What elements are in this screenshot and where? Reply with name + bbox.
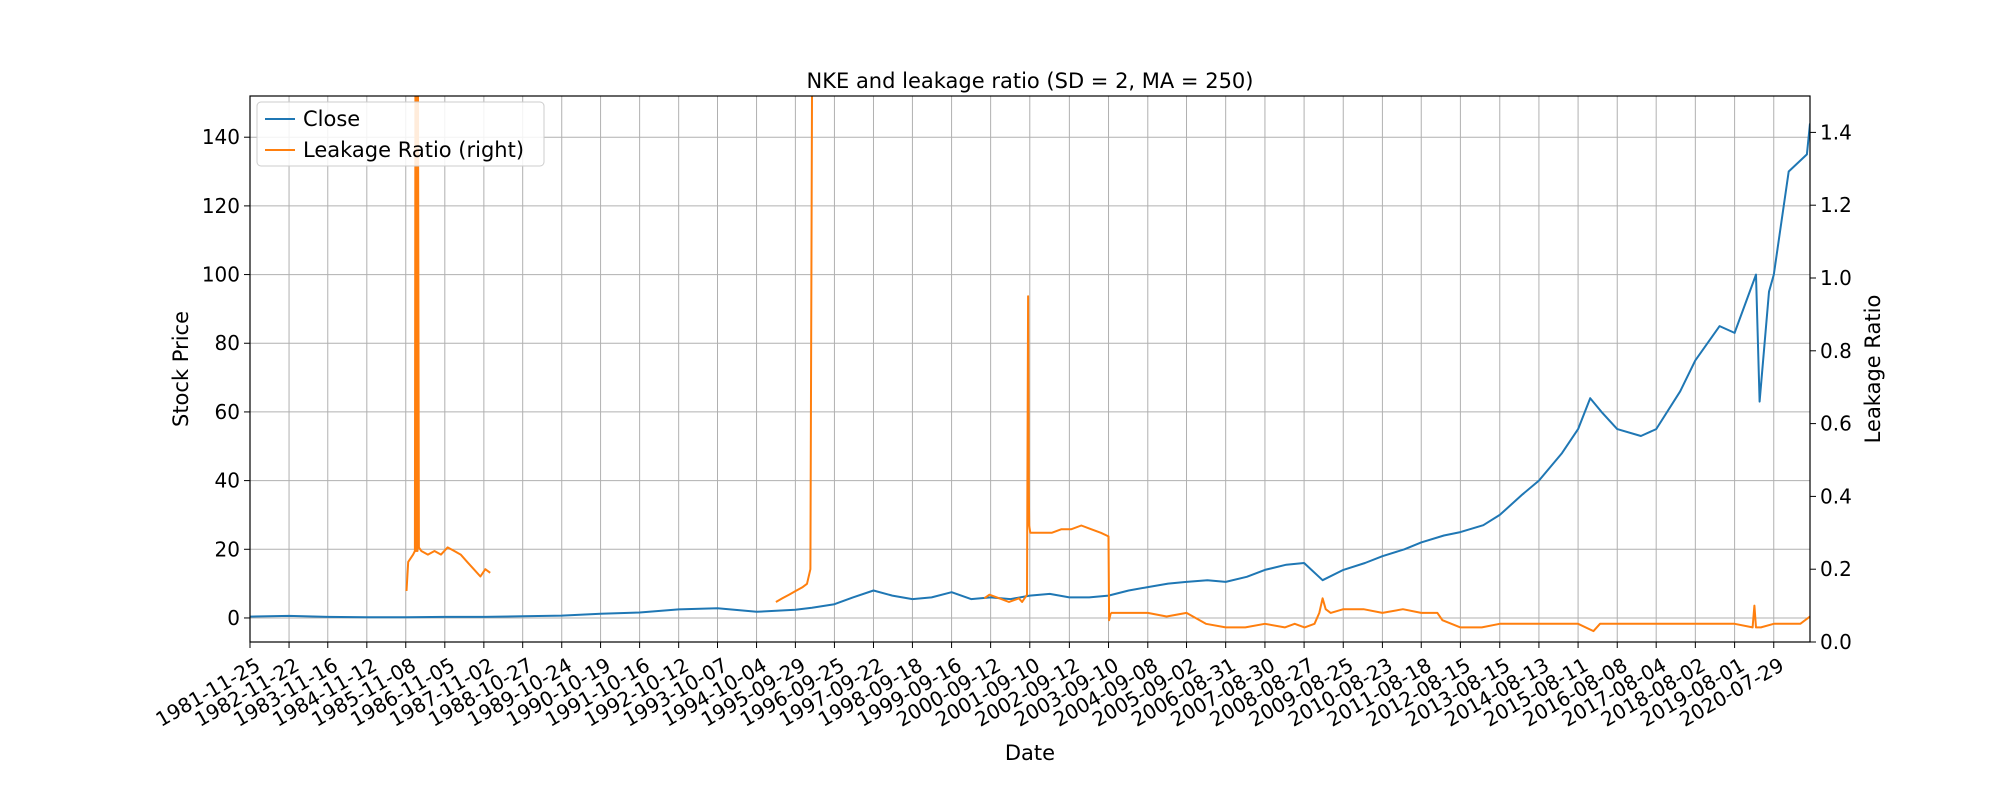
y-axis-right: 0.0 0.2 0.4 0.6 0.8 1.0 1.2 1.4 bbox=[1810, 120, 1852, 654]
y2-tick-label: 0.8 bbox=[1820, 339, 1852, 363]
legend-box bbox=[256, 101, 545, 167]
y2-tick-label: 1.4 bbox=[1820, 120, 1852, 144]
x-axis-label: Date bbox=[1005, 741, 1055, 765]
series-layer bbox=[250, 96, 1810, 633]
y2-tick-label: 0.6 bbox=[1820, 412, 1852, 436]
legend-label-leakage: Leakage Ratio (right) bbox=[303, 138, 524, 162]
series-line-leakage-ratio bbox=[775, 96, 813, 603]
y2-tick-label: 1.2 bbox=[1820, 193, 1852, 217]
series-line-leakage-ratio bbox=[1110, 597, 1810, 633]
y-axis-label: Stock Price bbox=[169, 311, 193, 427]
legend-label-close: Close bbox=[303, 107, 360, 131]
y-tick-label: 60 bbox=[215, 400, 240, 424]
y-axis-left: 0 20 40 60 80 100 120 140 bbox=[202, 125, 250, 630]
y-tick-label: 20 bbox=[215, 537, 240, 561]
series-line-leakage-ratio bbox=[983, 295, 1112, 622]
x-axis: 1981-11-251982-11-221983-11-161984-11-12… bbox=[151, 642, 1788, 732]
y2-tick-label: 0.0 bbox=[1820, 630, 1852, 654]
y2-tick-label: 0.4 bbox=[1820, 484, 1852, 508]
series-line-leakage-ratio bbox=[405, 96, 491, 592]
y-tick-label: 120 bbox=[202, 194, 240, 218]
y-tick-label: 0 bbox=[227, 606, 240, 630]
grid bbox=[249, 96, 1810, 642]
legend: Close Leakage Ratio (right) bbox=[256, 101, 545, 167]
chart-title: NKE and leakage ratio (SD = 2, MA = 250) bbox=[807, 69, 1254, 93]
y2-tick-label: 0.2 bbox=[1820, 557, 1852, 581]
y-tick-label: 100 bbox=[202, 263, 240, 287]
y2-axis-label: Leakage Ratio bbox=[1861, 295, 1885, 444]
plot-area bbox=[250, 96, 1810, 633]
series-line-close bbox=[250, 123, 1810, 619]
y2-tick-label: 1.0 bbox=[1820, 266, 1852, 290]
y-tick-label: 140 bbox=[202, 125, 240, 149]
y-tick-label: 80 bbox=[215, 331, 240, 355]
y-tick-label: 40 bbox=[215, 469, 240, 493]
